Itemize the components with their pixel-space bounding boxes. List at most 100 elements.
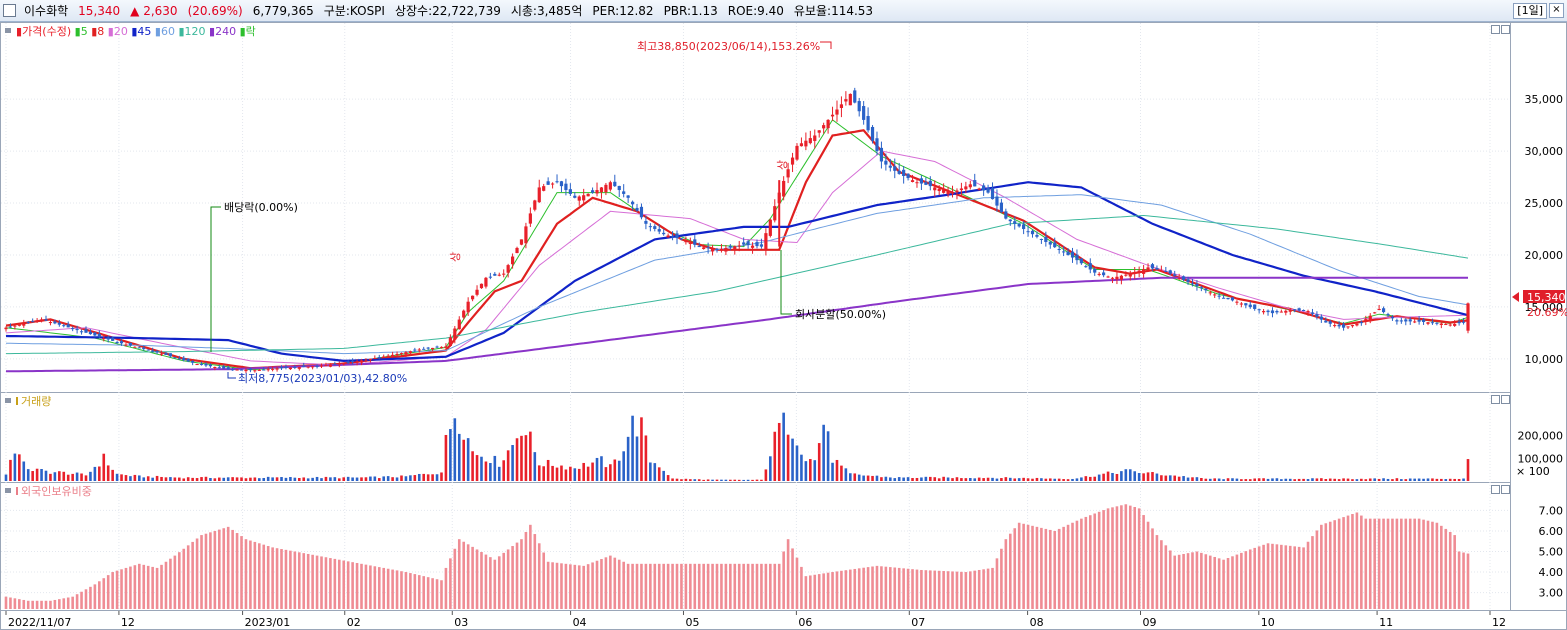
candle-body [804, 140, 808, 147]
period-selector[interactable]: [1일] [1513, 3, 1547, 19]
volume-bar [706, 479, 710, 481]
volume-bar [155, 475, 159, 481]
foreign-ratio-bar [724, 563, 728, 609]
volume-bar [200, 477, 203, 481]
candle-body [439, 346, 444, 348]
volume-bar [346, 476, 350, 481]
foreign-ratio-bar [9, 597, 12, 609]
foreign-ratio-bar [537, 543, 541, 609]
volume-bar [364, 477, 368, 481]
high-annotation: 최고38,850(2023/06/14),153.26% [637, 40, 832, 53]
foreign-ratio-bar [226, 526, 230, 609]
maximize-icon[interactable] [1491, 485, 1500, 494]
volume-bar [809, 459, 812, 481]
volume-bar [937, 478, 941, 481]
candle-body [444, 346, 448, 348]
legend-color-mark: ▮ [206, 25, 216, 38]
candle-body [159, 353, 164, 355]
candle-body [4, 327, 8, 330]
volume-bar [355, 477, 359, 481]
volume-bar [400, 475, 403, 481]
foreign-ratio-bar [880, 566, 883, 609]
listed-shares: 상장수:22,722,739 [394, 4, 501, 18]
candle-body [151, 350, 155, 352]
foreign-ratio-bar [1360, 515, 1363, 609]
foreign-ratio-bar [809, 575, 812, 609]
maximize-icon[interactable] [1491, 395, 1500, 404]
foreign-ratio-bar [804, 576, 808, 609]
candle-body [1035, 234, 1039, 237]
panel-toggle-icon[interactable] [5, 28, 11, 33]
volume-bar [80, 473, 83, 481]
candle-body [1066, 251, 1070, 255]
close-icon[interactable]: × [1549, 3, 1564, 18]
foreign-ratio-bar [791, 548, 794, 609]
volume-bar [31, 471, 34, 481]
volume-bar [1164, 475, 1168, 481]
candle-body [982, 185, 986, 191]
volume-bar [760, 479, 763, 481]
foreign-ratio-bar [644, 563, 648, 609]
candle-body [146, 349, 150, 351]
volume-bar [329, 477, 332, 481]
volume-bar [1208, 478, 1212, 481]
close-icon[interactable] [1501, 25, 1510, 34]
volume-bar [1311, 478, 1314, 481]
candle-body [186, 358, 190, 362]
foreign-ratio-bar [604, 557, 608, 609]
volume-bar [968, 478, 972, 481]
volume-bar [58, 471, 61, 481]
foreign-ratio-bar [711, 563, 714, 609]
panel-toggle-icon[interactable] [5, 398, 11, 403]
candle-body [822, 125, 826, 129]
foreign-ratio-bar [871, 566, 874, 609]
volume-bar [1306, 479, 1310, 481]
volume-bar [666, 475, 670, 481]
foreign-ratio-bar [626, 563, 630, 609]
volume-bar [1275, 478, 1279, 481]
foreign-ratio-bar [377, 567, 381, 609]
volume-bar [1302, 478, 1305, 481]
candle-body [857, 101, 861, 112]
candle-body [164, 353, 168, 355]
ma-line-120 [6, 214, 1469, 355]
close-icon[interactable] [1501, 485, 1510, 494]
volume-bar [564, 469, 568, 481]
close-icon[interactable] [1501, 395, 1510, 404]
candle-body [315, 366, 319, 368]
foreign-ratio-bar [586, 564, 590, 609]
panel-toggle-icon[interactable] [5, 488, 11, 493]
volume-bar [613, 459, 617, 481]
candle-body [1355, 323, 1359, 326]
checkbox[interactable] [3, 4, 16, 17]
roe-value: ROE:9.40 [727, 3, 784, 18]
volume-bar [395, 477, 399, 481]
candle-body [550, 183, 555, 185]
ma-line-60 [6, 194, 1469, 355]
candle-body [173, 357, 177, 359]
foreign-ratio-bar [693, 563, 697, 609]
foreign-ratio-bar [1386, 518, 1390, 609]
candle-body [422, 348, 426, 350]
foreign-ratio-bar [951, 571, 954, 609]
volume-bar [506, 450, 510, 481]
candle-body [924, 182, 928, 185]
foreign-ratio-bar [524, 531, 528, 609]
volume-bar [1146, 472, 1150, 481]
volume-bar [1040, 478, 1043, 481]
foreign-ratio-bar [191, 541, 194, 609]
volume-bar [889, 477, 892, 481]
foreign-ratio-bar [324, 557, 328, 609]
candle-body [204, 363, 208, 366]
volume-bar [1124, 469, 1128, 481]
candle-body [1324, 320, 1328, 323]
candle-body [630, 201, 635, 205]
foreign-ratio-bar [600, 559, 603, 609]
volume-bar [1440, 478, 1443, 481]
volume-bar [471, 451, 474, 481]
maximize-icon[interactable] [1491, 25, 1500, 34]
foreign-ratio-bar [89, 586, 92, 609]
foreign-ratio-bar [1151, 528, 1154, 609]
current-price-tag: 15,340 20.69% [1512, 290, 1567, 319]
volume-bar [9, 459, 12, 481]
